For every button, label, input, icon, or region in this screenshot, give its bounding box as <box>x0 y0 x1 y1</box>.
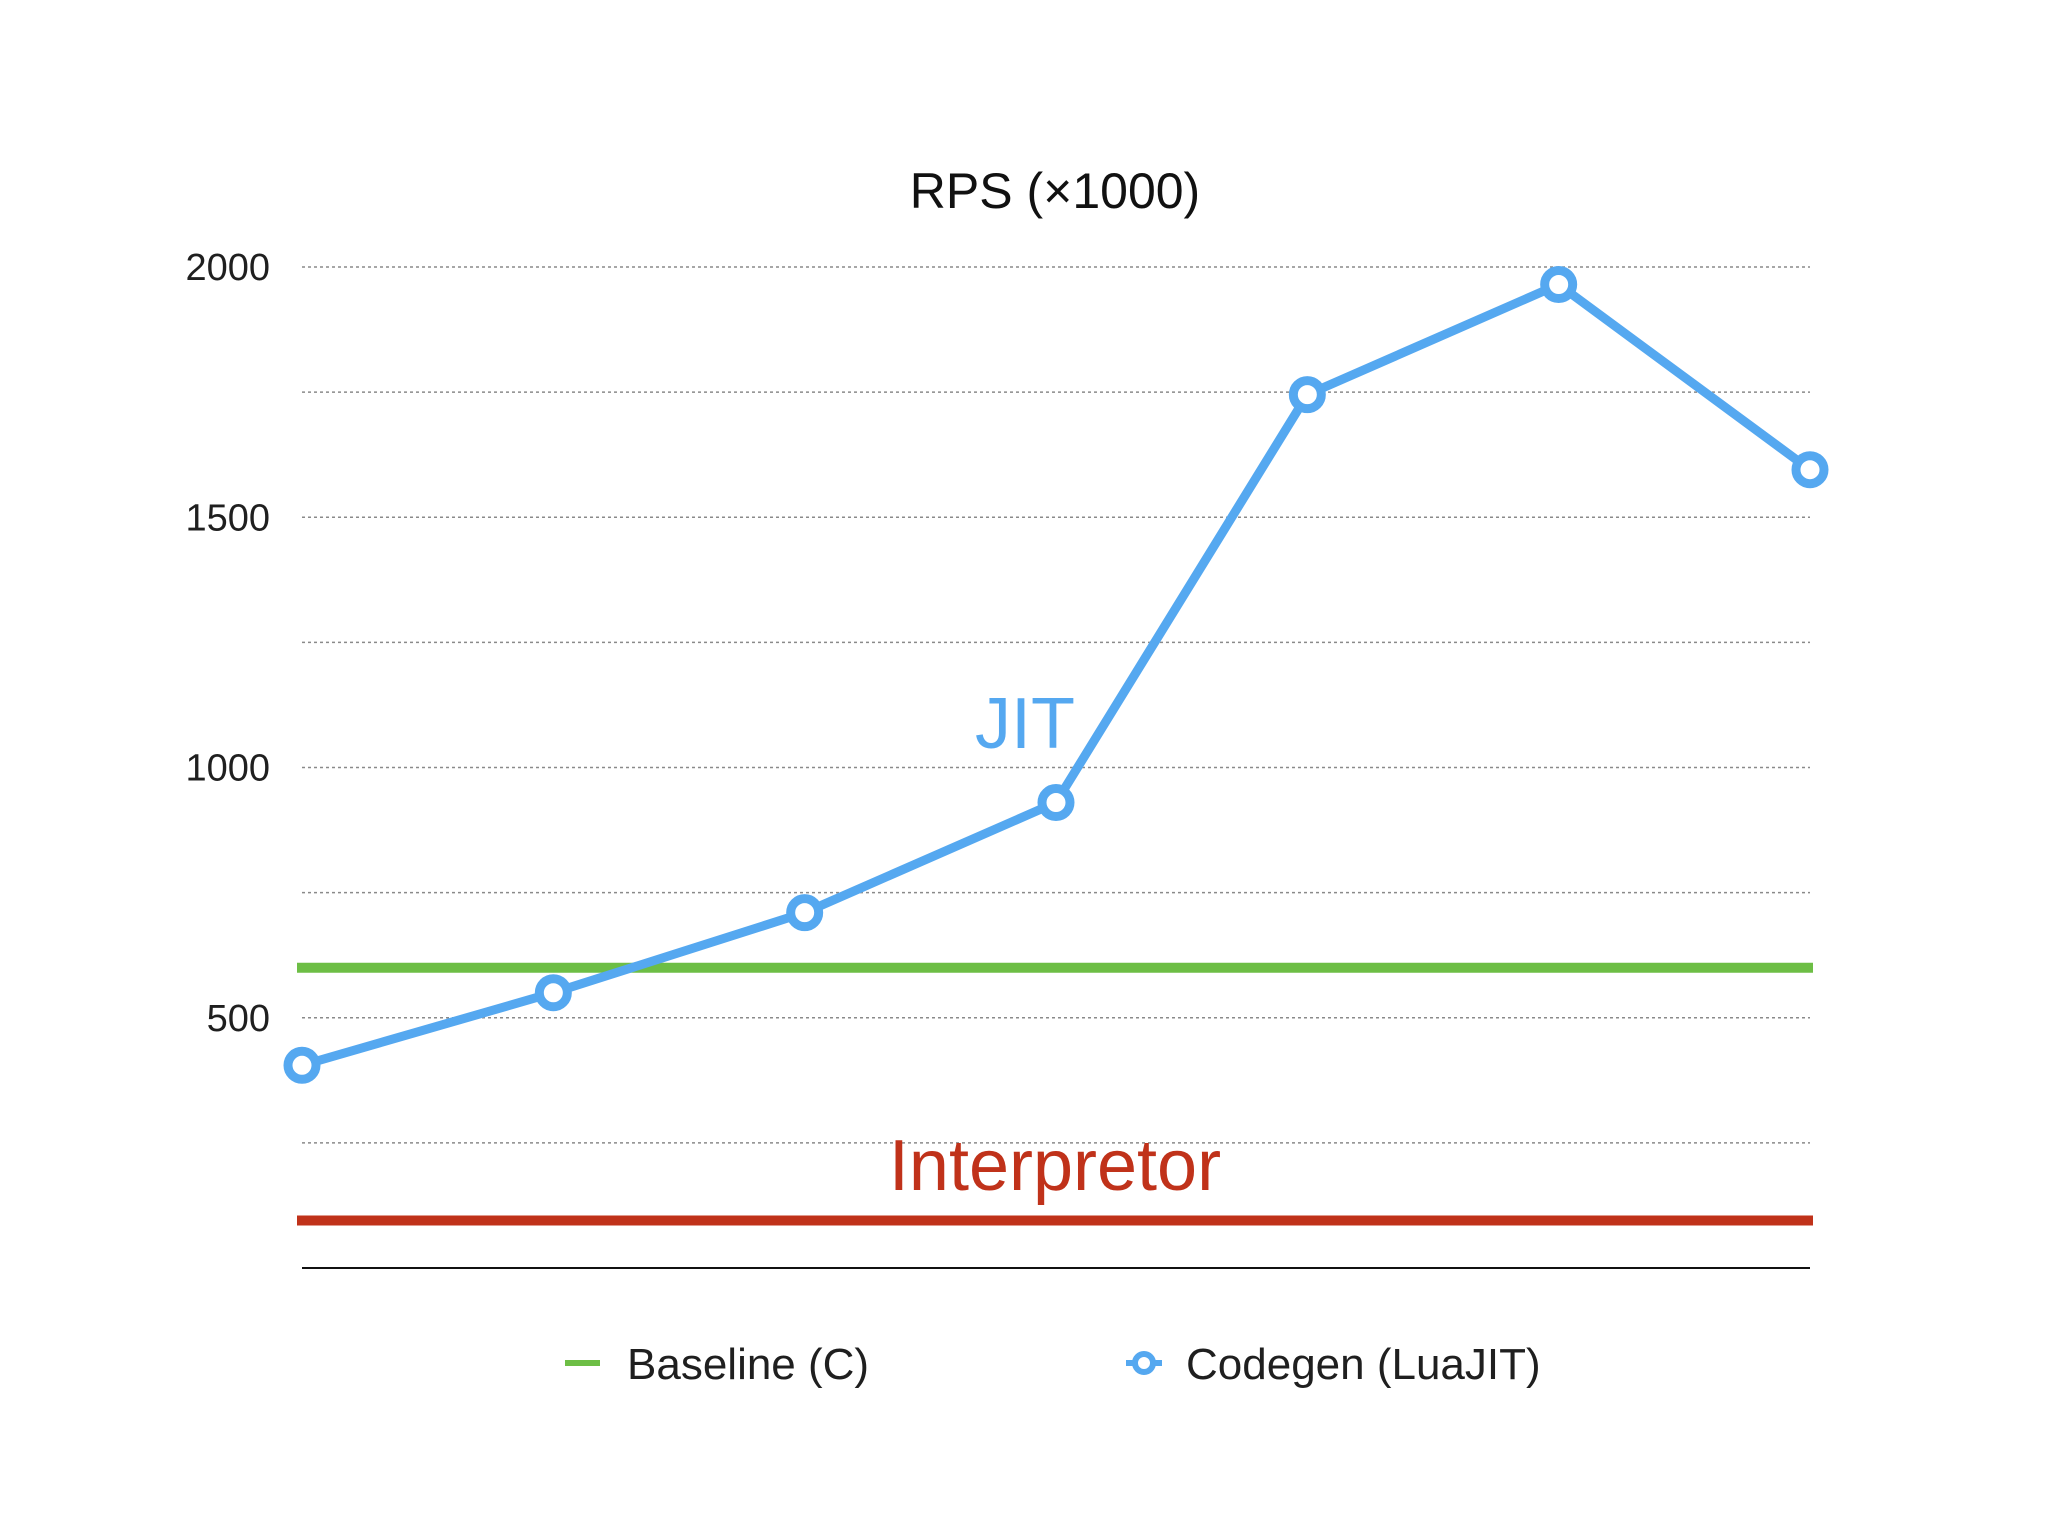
chart-title: RPS (×1000) <box>910 163 1200 219</box>
y-tick-label: 1500 <box>185 497 270 539</box>
data-point-marker <box>1791 451 1829 489</box>
annotations: JIT Interpretor <box>889 684 1221 1206</box>
series-lines <box>283 266 1829 1084</box>
data-point-marker <box>1037 784 1075 822</box>
data-point-marker <box>786 894 824 932</box>
legend-baseline-label: Baseline (C) <box>627 1340 869 1389</box>
annotation-jit: JIT <box>975 684 1075 764</box>
reference-lines <box>297 962 1813 1226</box>
legend-codegen-marker <box>1132 1351 1156 1375</box>
y-tick-label: 1000 <box>185 748 270 790</box>
data-point-marker <box>534 974 572 1012</box>
y-tick-label: 500 <box>207 998 270 1040</box>
legend: Baseline (C) Codegen (LuaJIT) <box>565 1340 1541 1389</box>
series-line-codegen-luajit <box>297 280 1815 1070</box>
annotation-interpretor: Interpretor <box>889 1126 1221 1206</box>
data-point-marker <box>1288 376 1326 414</box>
data-point-marker <box>283 1046 321 1084</box>
legend-codegen-label: Codegen (LuaJIT) <box>1186 1340 1541 1389</box>
y-tick-label: 2000 <box>185 247 270 289</box>
data-point-marker <box>1540 266 1578 304</box>
y-axis-tick-labels: 500 1000 1500 2000 <box>185 247 270 1040</box>
